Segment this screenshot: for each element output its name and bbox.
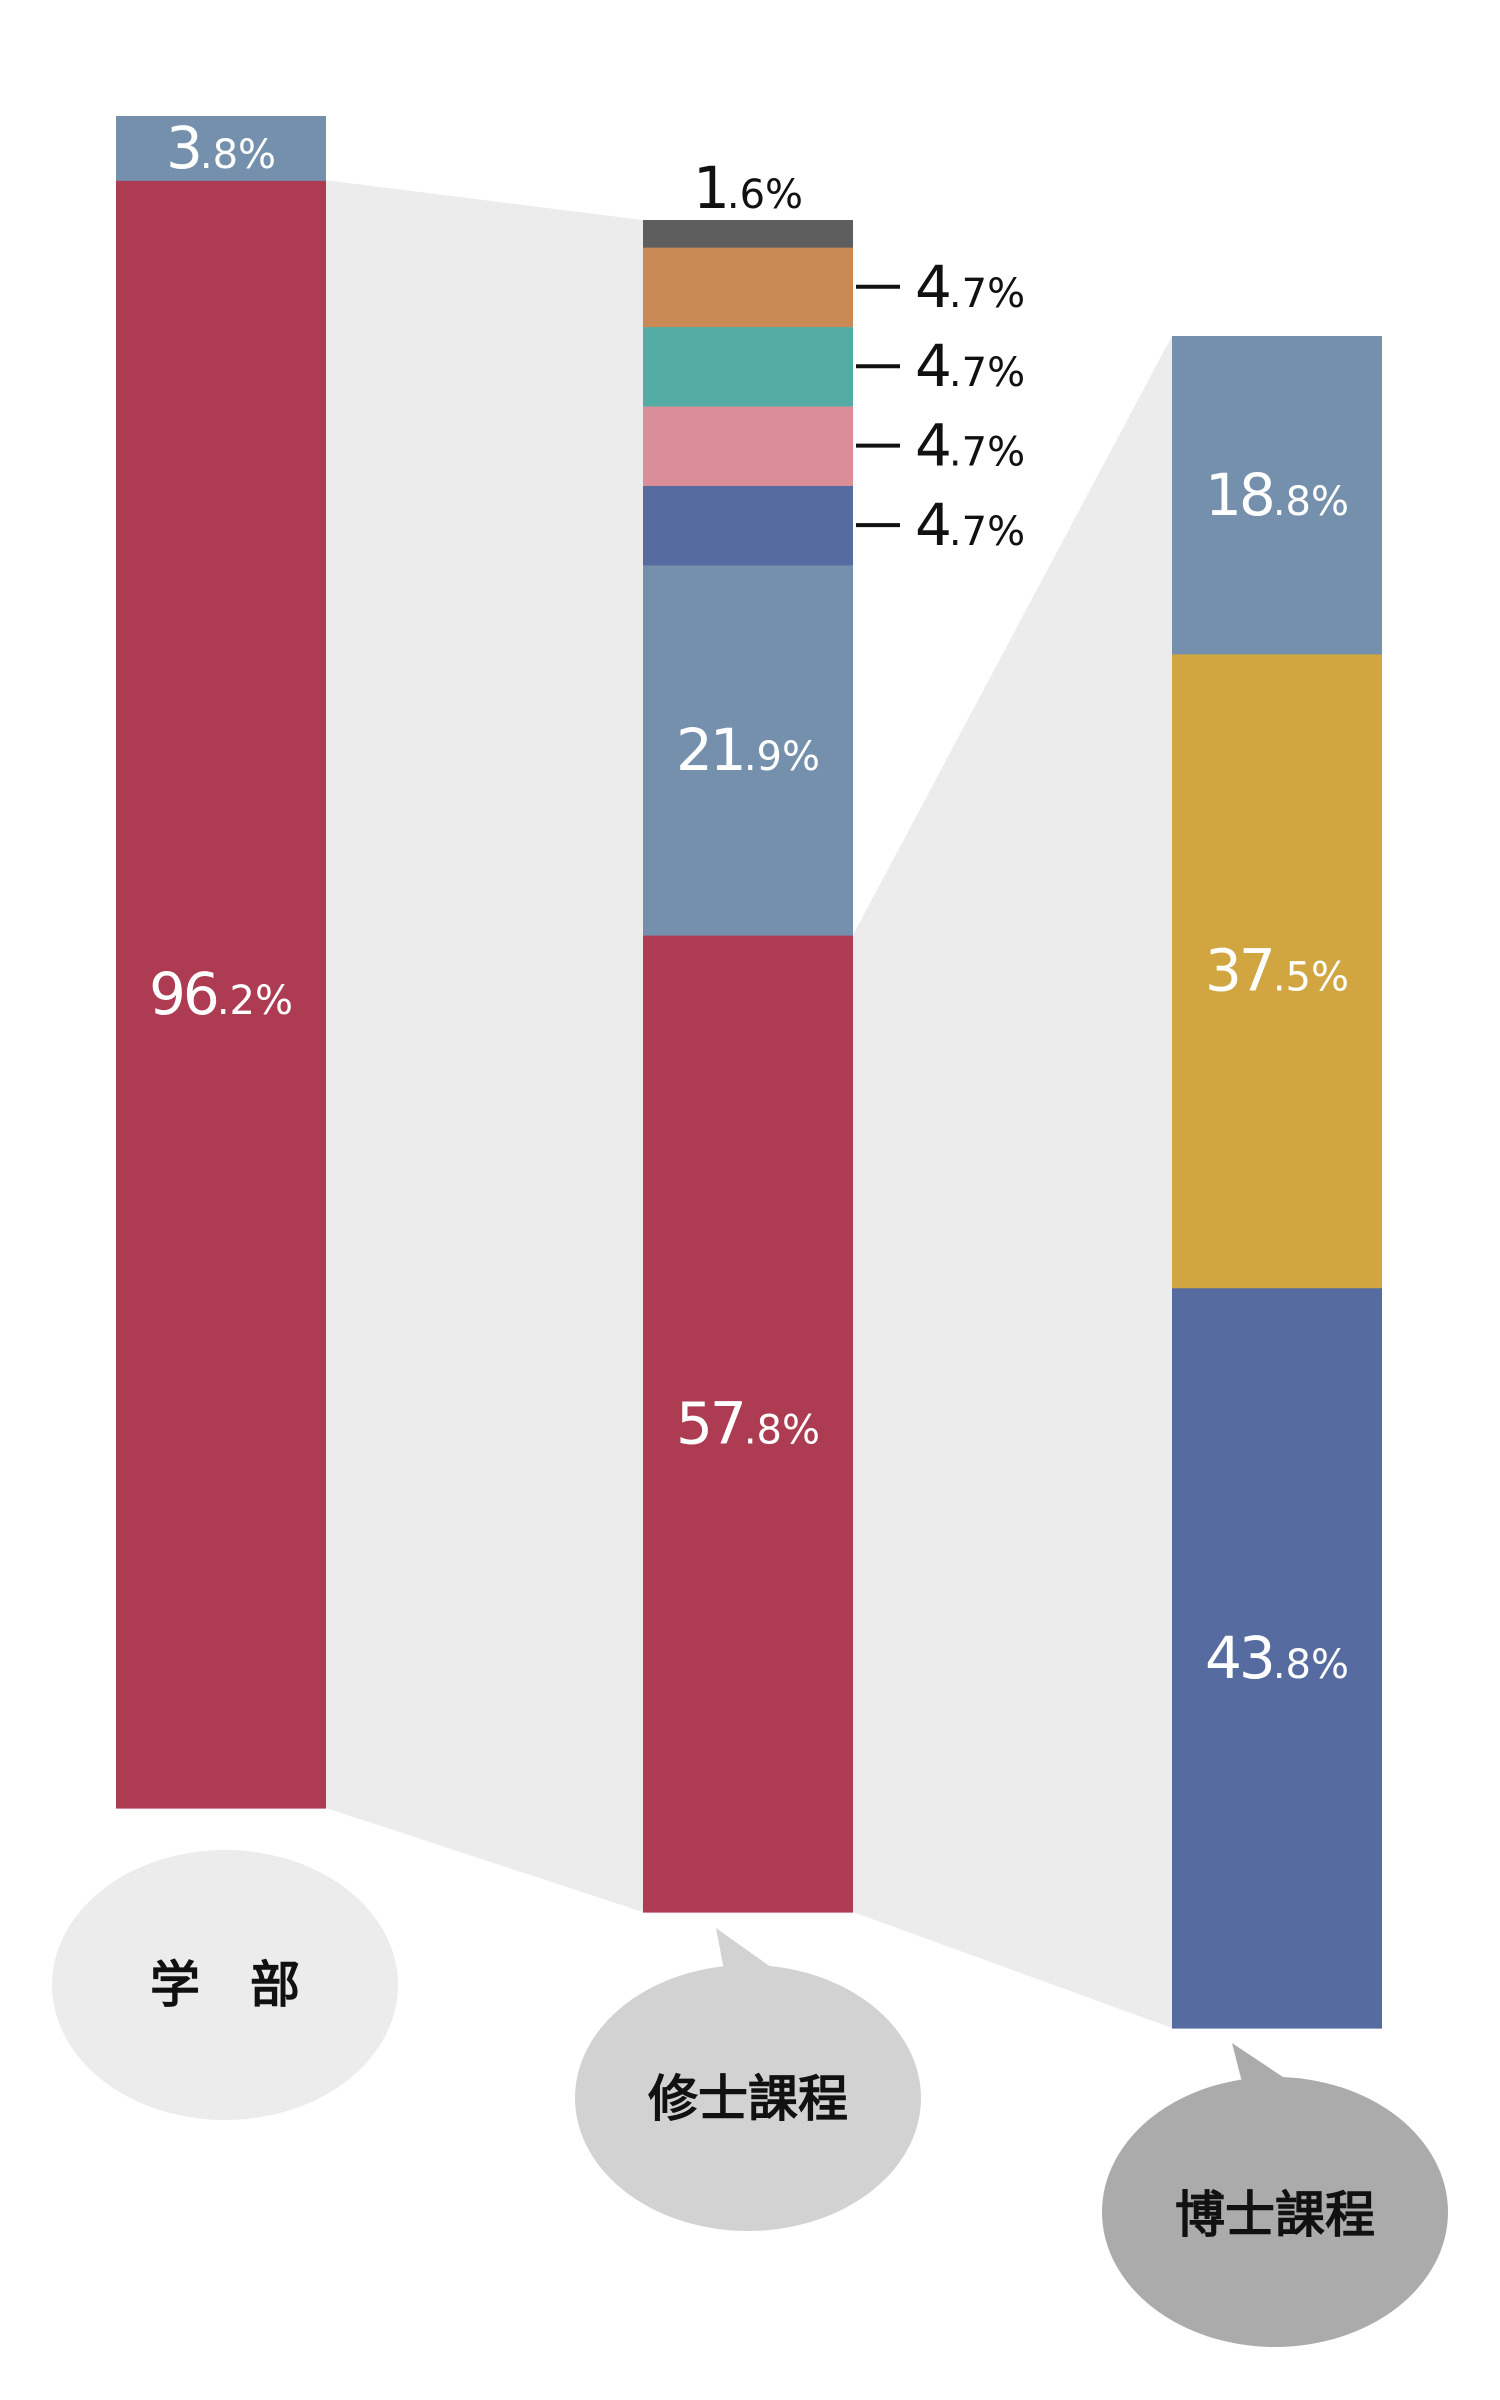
category-bubble-2: 修士課程	[575, 1928, 921, 2231]
bar-2-segment-7	[643, 220, 853, 248]
bar-2-segment-1	[643, 935, 853, 1913]
bar-2-segment-3-label: 4.7%	[915, 491, 1025, 559]
connector-layer	[326, 180, 1172, 2028]
bar-1-segment-1	[116, 180, 326, 1809]
bars-layer	[116, 116, 1382, 2029]
bar-2-segment-7-label: 1.6%	[693, 154, 803, 222]
bar-2-segment-3	[643, 485, 853, 566]
bar-3-segment-3-label: 18.8%	[1205, 461, 1349, 529]
category-label-3: 博士課程	[1175, 2186, 1375, 2244]
category-label-1: 学 部	[150, 1956, 300, 2014]
bar-3-segment-1	[1172, 1287, 1382, 2029]
bar-3-segment-3	[1172, 336, 1382, 655]
category-bubble-3-shape	[1102, 2077, 1448, 2347]
bar-1-segment-2-label: 3.8%	[166, 114, 276, 182]
bar-2-segment-6	[643, 247, 853, 328]
bar-3-segment-2	[1172, 653, 1382, 1289]
bar-2-segment-2	[643, 564, 853, 936]
connector-masters-to-doctoral	[853, 336, 1172, 2028]
bar-2-segment-5	[643, 326, 853, 407]
bar-1-segment-2	[116, 116, 326, 181]
category-bubble-1-shape	[52, 1850, 398, 2120]
bar-2-segment-6-label: 4.7%	[915, 253, 1025, 321]
category-label-2: 修士課程	[648, 2070, 848, 2128]
bar-2-segment-1-label: 57.8%	[676, 1390, 820, 1458]
bar-2-segment-4-label: 4.7%	[915, 412, 1025, 480]
bar-2-segment-4	[643, 405, 853, 486]
category-bubble-2-shape	[575, 1965, 921, 2231]
connector-undergrad-to-masters	[326, 180, 643, 1912]
bar-2-segment-2-label: 21.9%	[676, 716, 820, 784]
category-bubble-3: 博士課程	[1102, 2043, 1448, 2347]
bar-3-segment-1-label: 43.8%	[1205, 1624, 1349, 1692]
labels-layer: 96.2% 3.8% 57.8% 21.9% 4.7% 4.7% 4.7% 4.7% 1.6% 4…	[149, 114, 1349, 1692]
bar-2-segment-5-label: 4.7%	[915, 332, 1025, 400]
bar-1-segment-1-label: 96.2%	[149, 960, 293, 1028]
category-bubble-1: 学 部	[52, 1850, 398, 2120]
bar-3-segment-2-label: 37.5%	[1205, 937, 1349, 1005]
